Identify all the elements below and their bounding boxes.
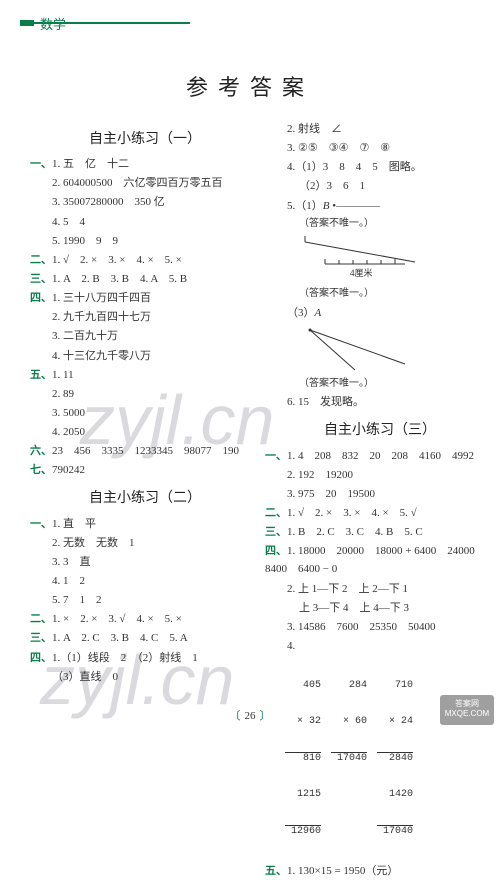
mult-block-3: 710 × 24 2840 1420 17040 (377, 656, 413, 862)
answer-text: 1. 直 平 (52, 518, 96, 530)
group-label: 六、 (30, 445, 52, 457)
answer-text: 1. A 2. C 3. B 4. C 5. A (52, 632, 188, 644)
section-title-3: 自主小练习（三） (265, 419, 495, 442)
answer-text: 2. 604000500 六亿零四百万零五百 (30, 174, 260, 192)
mult-block-2: 284 × 60 17040 (331, 656, 367, 862)
answer-text: 2. 无数 无数 1 (30, 534, 260, 552)
figure-note: （答案不唯一。） (265, 376, 495, 393)
group-label: 三、 (30, 273, 52, 285)
group-label: 三、 (30, 632, 52, 644)
answer-text: （2）3 6 1 (265, 177, 495, 195)
answer-text: 3. 5000 (30, 404, 260, 422)
answer-text: 1. √ 2. × 3. × 4. × 5. √ (287, 507, 417, 519)
answer-text: 3. 二百九十万 (30, 327, 260, 345)
answer-text: 1. 五 亿 十二 (52, 158, 129, 170)
answer-text: 4.（1）3 8 4 5 图略。 (265, 158, 495, 176)
answer-text: 790242 (52, 464, 85, 476)
multiplication-work: 405 × 32 810 1215 12960 284 × 60 17040 7… (265, 656, 495, 862)
source-badge: 答案网 MXQE.COM (440, 695, 494, 725)
group-label: 二、 (265, 507, 287, 519)
ruler-label: 4厘米 (350, 267, 373, 278)
section-title-1: 自主小练习（一） (30, 128, 260, 151)
badge-line1: 答案网 (440, 698, 494, 709)
answer-text: 3. 35007280000 350 亿 (30, 193, 260, 211)
answer-text: 2. 89 (30, 385, 260, 403)
answer-text: 1. B 2. C 3. C 4. B 5. C (287, 526, 423, 538)
answer-text: 1. A 2. B 3. B 4. A 5. B (52, 273, 187, 285)
page-decor: 〕 (260, 710, 271, 722)
group-label: 一、 (265, 450, 287, 462)
figure-note: （答案不唯一。） (265, 216, 495, 233)
group-label: 四、 (30, 652, 52, 664)
answer-text: 3. 975 20 19500 (265, 485, 495, 503)
answer-text: 1. √ 2. × 3. × 4. × 5. × (52, 254, 182, 266)
group-label: 三、 (265, 526, 287, 538)
page-number: 〔26〕 (0, 707, 500, 723)
left-column: 自主小练习（一） 一、1. 五 亿 十二 2. 604000500 六亿零四百万… (30, 120, 260, 687)
answer-text: 3. 14586 7600 25350 50400 (265, 618, 495, 636)
section-title-2: 自主小练习（二） (30, 487, 260, 510)
answer-text: 2. 192 19200 (265, 466, 495, 484)
answer-text: 4. 1 2 (30, 572, 260, 590)
answer-text: 1. 18000 20000 18000 + 6400 24000 8400 6… (265, 545, 486, 575)
answer-text: 2. 九千九百四十七万 (30, 308, 260, 326)
group-label: 一、 (30, 518, 52, 530)
answer-text: 3. 3 直 (30, 553, 260, 571)
answer-text: 1.（1）线段 2 （2）射线 1 (52, 652, 198, 664)
figure-note: （答案不唯一。） (265, 286, 495, 303)
point-label: A (315, 307, 322, 319)
badge-line2: MXQE.COM (440, 709, 494, 718)
figure-angle (295, 324, 495, 374)
group-label: 五、 (30, 369, 52, 381)
figure-ruler: 4厘米 (295, 234, 495, 284)
page-title: 参考答案 (0, 70, 500, 102)
answer-text: 1. 4 208 832 20 208 4160 4992 (287, 450, 474, 462)
answer-text: 2. 射线 ∠ (265, 120, 495, 138)
group-label: 一、 (30, 158, 52, 170)
group-label: 二、 (30, 613, 52, 625)
group-label: 五、 (265, 865, 287, 877)
answer-text: 2. 上 1—下 2 上 2—下 1 (265, 580, 495, 598)
group-label: 四、 (265, 545, 287, 557)
answer-text: 6. 15 发现略。 (265, 393, 495, 411)
point-label: B (323, 200, 330, 212)
answer-text: （3）直线 0 (30, 668, 260, 686)
answer-text: （3） (287, 307, 315, 319)
header-subject: 数学 (40, 14, 66, 33)
answer-text: 4. 5 4 (30, 213, 260, 231)
answer-text: 4. (265, 637, 495, 655)
group-label: 二、 (30, 254, 52, 266)
mult-block-1: 405 × 32 810 1215 12960 (285, 656, 321, 862)
page-number-value: 26 (241, 710, 260, 722)
answer-text: 4. 2050 (30, 423, 260, 441)
answer-text: 5.（1） (287, 200, 323, 212)
page-decor: 〔 (230, 710, 241, 722)
group-label: 四、 (30, 292, 52, 304)
answer-text: 4. 十三亿九千零八万 (30, 347, 260, 365)
answer-text: 1. × 2. × 3. √ 4. × 5. × (52, 613, 182, 625)
answer-text: 1. 130×15 = 1950（元） (287, 865, 398, 877)
answer-text: 5. 7 1 2 (30, 591, 260, 609)
answer-text: 5. 1990 9 9 (30, 232, 260, 250)
answer-text: 1. 11 (52, 369, 74, 381)
answer-text: 23 456 3335 1233345 98077 190 (52, 445, 239, 457)
right-column: 2. 射线 ∠ 3. ②⑤ ③④ ⑦ ⑧ 4.（1）3 8 4 5 图略。 （2… (265, 120, 495, 881)
answer-text: 1. 三十八万四千四百 (52, 292, 151, 304)
answer-text: 上 3—下 4 上 4—下 3 (265, 599, 495, 617)
answer-text: 3. ②⑤ ③④ ⑦ ⑧ (265, 139, 495, 157)
group-label: 七、 (30, 464, 52, 476)
